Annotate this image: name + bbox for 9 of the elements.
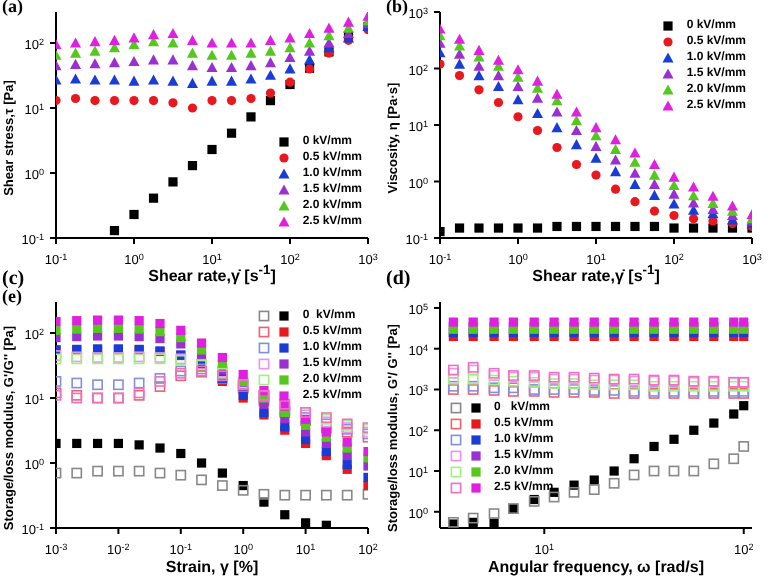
x-axis-title: Angular frequency, ω [rad/s] xyxy=(486,558,706,576)
text: (c) xyxy=(2,268,25,290)
x-axis-title: Shear rate,γ̇ [s$^{-1}$] xyxy=(530,264,662,286)
chart-title: (a) xyxy=(2,0,23,16)
chart-title: (e) xyxy=(2,286,22,306)
chart-title: (b) xyxy=(386,0,408,16)
text: (d) xyxy=(386,268,411,290)
x-axis-title: Strain, γ [%] xyxy=(163,558,261,576)
x-axis-title: Shear rate,γ̇ [s$^{-1}$] xyxy=(146,264,278,286)
